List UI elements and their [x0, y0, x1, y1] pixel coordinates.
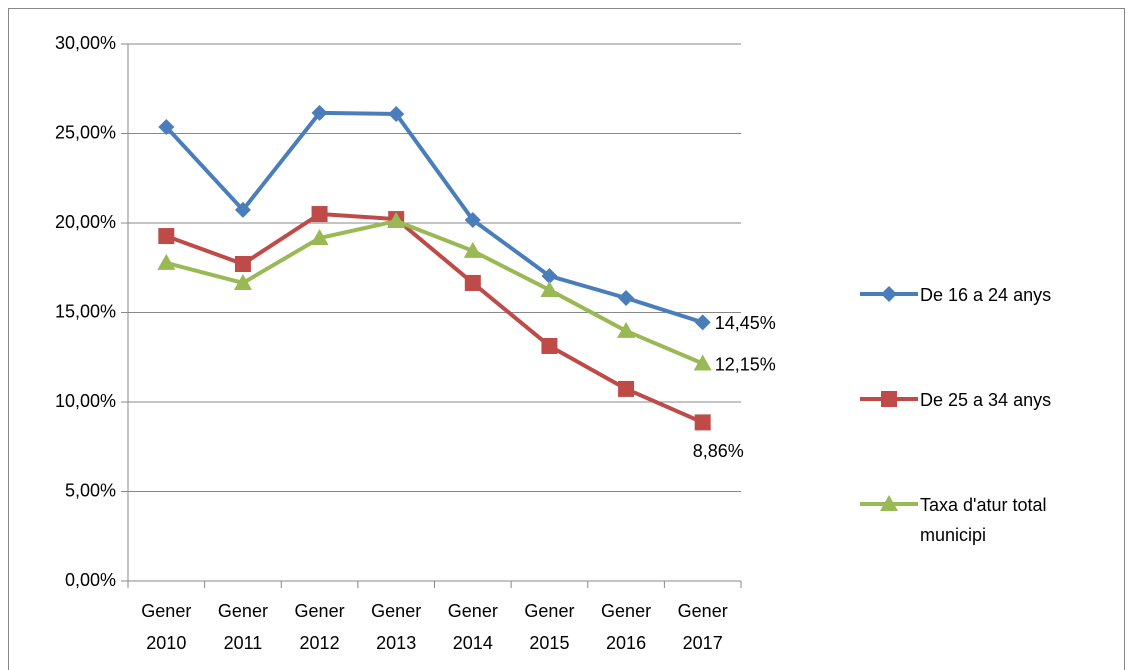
- chart-border: [8, 8, 1125, 670]
- marker: [694, 414, 711, 431]
- marker: [540, 280, 559, 297]
- marker: [694, 314, 711, 331]
- data-label: 12,15%: [715, 354, 776, 374]
- marker: [310, 229, 329, 246]
- x-tick-label: Gener 2014: [448, 601, 498, 653]
- marker: [541, 337, 558, 354]
- x-tick-label: Gener 2015: [524, 601, 574, 653]
- marker: [541, 267, 558, 284]
- marker: [388, 105, 405, 122]
- y-tick-label: 5,00%: [65, 480, 116, 500]
- y-tick-label: 0,00%: [65, 570, 116, 590]
- series-line: [165, 212, 704, 425]
- legend-icon: [860, 286, 918, 302]
- data-label: 14,45%: [715, 313, 776, 333]
- marker: [234, 255, 251, 272]
- marker: [158, 119, 175, 136]
- marker: [311, 104, 328, 121]
- x-tick-label: Gener 2010: [141, 601, 191, 653]
- legend-icon: [860, 495, 918, 511]
- marker: [464, 211, 481, 228]
- x-tick-label: Gener 2016: [601, 601, 651, 653]
- x-tick-label: Gener 2011: [218, 601, 268, 653]
- marker: [693, 354, 712, 371]
- y-tick-label: 10,00%: [55, 391, 116, 411]
- marker: [158, 228, 175, 245]
- x-tick-label: Gener 2012: [295, 601, 345, 653]
- legend-entry: De 25 a 34 anys: [858, 385, 1128, 490]
- legend-icon: [860, 391, 918, 407]
- series-line: [164, 110, 704, 325]
- y-tick-label: 25,00%: [55, 122, 116, 142]
- marker: [618, 380, 635, 397]
- marker: [387, 212, 406, 229]
- y-tick-label: 15,00%: [55, 301, 116, 321]
- data-label: 8,86%: [693, 441, 744, 461]
- marker: [617, 321, 636, 338]
- marker: [157, 253, 176, 270]
- x-tick-label: Gener 2013: [371, 601, 421, 653]
- marker: [618, 290, 635, 307]
- legend: De 16 a 24 anys De 25 a 34 anys Taxa d'atu…: [858, 280, 1128, 595]
- x-tick-label: Gener 2017: [678, 601, 728, 653]
- y-tick-label: 20,00%: [55, 212, 116, 232]
- series-line: [165, 219, 704, 366]
- marker: [234, 201, 251, 218]
- legend-entry: De 16 a 24 anys: [858, 280, 1128, 385]
- marker: [880, 495, 898, 511]
- marker: [881, 286, 897, 302]
- legend-label: De 16 a 24 anys: [920, 285, 1052, 305]
- legend-label: De 25 a 34 anys: [920, 390, 1052, 410]
- legend-label: Taxa d'atur total municipi: [920, 495, 1047, 545]
- marker: [881, 391, 897, 407]
- legend-entry: Taxa d'atur total municipi: [858, 490, 1128, 595]
- marker: [463, 241, 482, 258]
- marker: [311, 206, 328, 223]
- y-tick-label: 30,00%: [55, 33, 116, 53]
- marker: [233, 273, 252, 290]
- marker: [464, 274, 481, 291]
